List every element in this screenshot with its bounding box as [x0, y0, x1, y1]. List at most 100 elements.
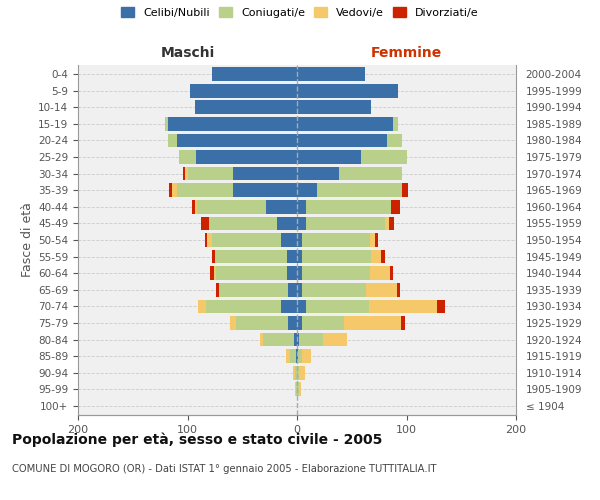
- Bar: [294, 332, 297, 346]
- Bar: [302, 250, 371, 264]
- Bar: [197, 200, 266, 213]
- Bar: [286, 350, 290, 363]
- Bar: [302, 350, 311, 363]
- Bar: [176, 184, 233, 197]
- Bar: [209, 216, 277, 230]
- Bar: [297, 300, 306, 313]
- Bar: [387, 134, 402, 147]
- Bar: [297, 68, 365, 81]
- Bar: [297, 332, 299, 346]
- Bar: [211, 266, 214, 280]
- Bar: [266, 200, 297, 213]
- Bar: [389, 216, 394, 230]
- Bar: [297, 266, 302, 280]
- Bar: [281, 300, 297, 313]
- Bar: [371, 250, 382, 264]
- Bar: [297, 200, 306, 213]
- Bar: [206, 300, 281, 313]
- Bar: [190, 84, 297, 98]
- Bar: [297, 283, 302, 296]
- Bar: [176, 134, 297, 147]
- Bar: [302, 283, 366, 296]
- Bar: [295, 382, 296, 396]
- Bar: [401, 316, 406, 330]
- Bar: [297, 366, 299, 380]
- Bar: [179, 150, 196, 164]
- Bar: [297, 316, 302, 330]
- Bar: [302, 233, 370, 247]
- Bar: [233, 167, 297, 180]
- Bar: [296, 382, 297, 396]
- Bar: [168, 134, 176, 147]
- Bar: [297, 134, 387, 147]
- Bar: [299, 332, 323, 346]
- Bar: [306, 216, 385, 230]
- Text: COMUNE DI MOGORO (OR) - Dati ISTAT 1° gennaio 2005 - Elaborazione TUTTITALIA.IT: COMUNE DI MOGORO (OR) - Dati ISTAT 1° ge…: [12, 464, 437, 474]
- Bar: [299, 366, 305, 380]
- Bar: [306, 200, 391, 213]
- Bar: [214, 266, 216, 280]
- Bar: [195, 100, 297, 114]
- Bar: [302, 266, 370, 280]
- Bar: [168, 117, 297, 130]
- Bar: [375, 233, 378, 247]
- Bar: [288, 316, 297, 330]
- Bar: [297, 84, 398, 98]
- Bar: [370, 266, 390, 280]
- Bar: [366, 283, 397, 296]
- Bar: [172, 184, 176, 197]
- Bar: [297, 233, 302, 247]
- Bar: [164, 117, 168, 130]
- Bar: [236, 316, 288, 330]
- Bar: [296, 350, 297, 363]
- Bar: [287, 250, 297, 264]
- Bar: [297, 250, 302, 264]
- Bar: [299, 382, 301, 396]
- Bar: [402, 184, 407, 197]
- Bar: [200, 216, 209, 230]
- Bar: [192, 200, 195, 213]
- Bar: [185, 167, 187, 180]
- Bar: [370, 233, 375, 247]
- Bar: [205, 233, 207, 247]
- Bar: [215, 250, 287, 264]
- Text: Maschi: Maschi: [160, 46, 215, 60]
- Bar: [390, 266, 394, 280]
- Bar: [183, 167, 185, 180]
- Bar: [297, 167, 338, 180]
- Bar: [219, 283, 288, 296]
- Bar: [297, 150, 361, 164]
- Bar: [233, 184, 297, 197]
- Bar: [199, 300, 206, 313]
- Bar: [382, 250, 385, 264]
- Bar: [297, 184, 317, 197]
- Bar: [297, 350, 298, 363]
- Bar: [195, 200, 197, 213]
- Y-axis label: Fasce di età: Fasce di età: [21, 202, 34, 278]
- Bar: [212, 68, 297, 81]
- Bar: [263, 332, 294, 346]
- Bar: [397, 283, 400, 296]
- Bar: [302, 316, 344, 330]
- Bar: [306, 300, 369, 313]
- Bar: [290, 350, 296, 363]
- Bar: [323, 332, 347, 346]
- Bar: [212, 233, 281, 247]
- Bar: [216, 266, 287, 280]
- Bar: [338, 167, 402, 180]
- Text: Femmine: Femmine: [371, 46, 442, 60]
- Bar: [391, 200, 400, 213]
- Bar: [260, 332, 263, 346]
- Bar: [297, 117, 394, 130]
- Bar: [394, 117, 398, 130]
- Text: Popolazione per età, sesso e stato civile - 2005: Popolazione per età, sesso e stato civil…: [12, 432, 382, 447]
- Bar: [295, 366, 297, 380]
- Bar: [281, 233, 297, 247]
- Bar: [207, 233, 212, 247]
- Bar: [230, 316, 236, 330]
- Bar: [288, 283, 297, 296]
- Bar: [216, 283, 219, 296]
- Bar: [169, 184, 172, 197]
- Bar: [293, 366, 295, 380]
- Bar: [369, 300, 437, 313]
